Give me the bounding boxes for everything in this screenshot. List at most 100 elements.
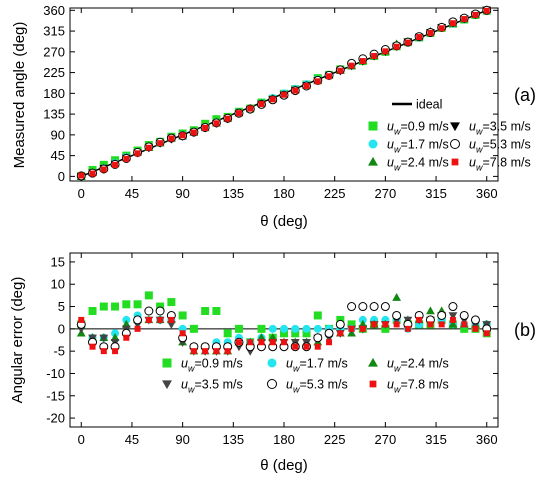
panel-b-legend: uw=0.9 m/s uw=1.7 m/s uw=2.4 m/s uw=3.5 m/s…: [162, 357, 449, 395]
panel-a-point: [157, 140, 164, 147]
panel-b-xtick-label: 270: [375, 432, 397, 447]
panel-a-ytick-label: 315: [43, 24, 65, 39]
panel-b-ytick-label: -5: [53, 344, 65, 359]
panel-b-point: [155, 306, 165, 316]
panel-a-xtick-label: 360: [476, 186, 498, 201]
panel-a-point: [134, 150, 141, 157]
panel-b-point: [483, 330, 490, 337]
panel-b-point: [88, 307, 97, 315]
panel-a-point: [472, 11, 479, 18]
panel-a-point: [303, 82, 310, 89]
panel-a-point: [393, 43, 400, 50]
panel-a-legend-label: uw=0.9 m/s: [387, 120, 449, 137]
panel-b-point: [190, 348, 197, 355]
panel-b-point: [472, 325, 479, 332]
panel-b-point: [201, 307, 210, 315]
panel-a-xtick-label: 90: [175, 186, 189, 201]
panel-b-point: [313, 311, 322, 320]
panel-b-point: [291, 324, 300, 333]
panel-b-point: [470, 315, 480, 325]
panel-b-point: [235, 339, 242, 346]
panel-b-point: [167, 298, 176, 307]
panel-a-legend: uw=0.9 m/suw=1.7 m/suw=2.4 m/s uw=3.5 m/s…: [368, 98, 531, 173]
panel-b-xtick-label: 360: [476, 432, 498, 447]
panel-a-point: [427, 29, 434, 36]
panel-b-ytick-label: -15: [46, 388, 65, 403]
panel-b-point: [281, 339, 287, 346]
panel-a-xtick-label: 180: [273, 186, 295, 201]
panel-a-ytick-label: 270: [43, 44, 65, 59]
panel-b-point: [99, 302, 108, 311]
panel-b-legend-marker: [369, 380, 377, 388]
panel-a-point: [382, 48, 389, 55]
panel-b-point: [427, 321, 434, 328]
panel-b-xtick-label: 225: [324, 432, 346, 447]
panel-b-point: [122, 300, 131, 309]
panel-a: 0 45 90 135 180 225 270 315 360 0 45 90 135 180 225 270…: [11, 3, 536, 230]
panel-b-series-6: [78, 316, 490, 355]
panel-b-point: [89, 343, 96, 350]
panel-b-point: [448, 302, 458, 312]
panel-a-point: [314, 78, 321, 85]
panel-a-xtick-label: 225: [324, 186, 346, 201]
panel-a-point: [224, 115, 231, 122]
panel-a-legend-label: uw=5.3 m/s: [469, 138, 531, 155]
panel-b-point: [459, 310, 469, 320]
panel-a-label: (a): [514, 85, 536, 105]
panel-a-point: [348, 62, 355, 69]
panel-a-point: [359, 58, 366, 65]
panel-b-point: [292, 343, 299, 350]
panel-b-point: [111, 302, 120, 311]
panel-b-legend-label: uw=1.7 m/s: [286, 357, 348, 374]
panel-b-point: [268, 333, 278, 341]
panel-a-point: [483, 7, 490, 14]
panel-b-point: [380, 302, 390, 312]
panel-b-xtick-label: 135: [222, 432, 244, 447]
panel-b-point: [438, 321, 445, 328]
panel-b-point: [392, 310, 402, 320]
panel-b-point: [144, 306, 154, 316]
panel-a-point: [145, 144, 152, 151]
panel-b-point: [121, 319, 131, 328]
panel-b-point: [99, 334, 109, 343]
panel-b-point: [460, 324, 469, 333]
panel-a-point: [213, 120, 220, 127]
panel-a-point: [461, 16, 468, 23]
panel-b-point: [449, 316, 456, 323]
panel-a-xtick-label: 0: [78, 186, 85, 201]
panel-a-ytick-label: 135: [43, 107, 65, 122]
panel-a-point: [179, 132, 186, 139]
panel-b-point: [404, 325, 411, 332]
panel-b-point: [257, 324, 266, 333]
panel-a-ytick-label: 90: [51, 127, 65, 142]
panel-a-ytick-label: 360: [43, 3, 65, 18]
panel-a-ytick-label: 45: [51, 148, 65, 163]
panel-b-point: [393, 321, 400, 328]
panel-b-point: [213, 348, 220, 355]
panel-b-xlabel: θ (deg): [260, 457, 308, 474]
panel-b-points: [76, 291, 492, 356]
panel-a-legend-label: uw=3.5 m/s: [469, 120, 531, 137]
panel-b-point: [347, 320, 356, 329]
panel-b-point: [335, 319, 345, 329]
panel-a-xtick-label: 315: [425, 186, 447, 201]
panel-a-xtick-label: 45: [125, 186, 139, 201]
panel-a-point: [416, 34, 423, 41]
panel-a-ytick-label: 0: [58, 169, 65, 184]
panel-b-point: [461, 321, 468, 328]
panel-b-point: [313, 333, 323, 343]
panel-a-point: [112, 161, 119, 168]
panel-b-point: [426, 306, 435, 315]
panel-a-legend-label: uw=7.8 m/s: [469, 156, 531, 173]
panel-b-label: (b): [514, 320, 536, 340]
panel-a-legend-label: uw=2.4 m/s: [387, 156, 449, 173]
panel-b-point: [258, 339, 265, 346]
panel-b-xtick-label: 90: [175, 432, 189, 447]
panel-b-point: [280, 324, 288, 333]
panel-b-point: [358, 319, 368, 328]
panel-b-point: [448, 312, 458, 321]
panel-a-points: [76, 5, 492, 181]
panel-a-point: [292, 87, 299, 94]
panel-b-point: [437, 310, 447, 320]
